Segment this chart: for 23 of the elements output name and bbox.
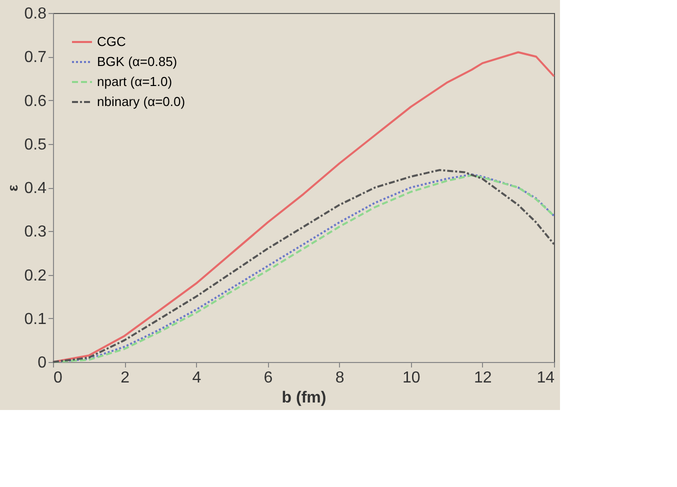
y-tick-label: 0.7 xyxy=(24,49,47,66)
x-tick-label: 10 xyxy=(402,370,420,386)
x-tick-label: 8 xyxy=(335,370,344,386)
legend-label: BGK (α=0.85) xyxy=(97,54,178,69)
legend-label: CGC xyxy=(97,34,126,49)
y-tick-label: 0.2 xyxy=(24,267,47,284)
x-axis-title: b (fm) xyxy=(282,390,326,406)
legend-label: nbinary (α=0.0) xyxy=(97,94,186,109)
y-tick-label: 0.5 xyxy=(24,136,47,154)
x-tick-label: 4 xyxy=(192,370,202,386)
y-tick-label: 0.4 xyxy=(24,180,47,197)
x-tick-label: 2 xyxy=(120,370,130,386)
legend-label: npart (α=1.0) xyxy=(97,74,172,89)
x-tick-label: 0 xyxy=(54,370,62,386)
x-tick-label: 12 xyxy=(474,370,492,386)
y-tick-label: 0.3 xyxy=(24,224,47,241)
x-tick-label: 14 xyxy=(536,370,555,386)
y-tick-label: 0.6 xyxy=(24,92,47,110)
y-tick-label: 0 xyxy=(38,354,47,372)
y-axis-title: ε xyxy=(4,184,20,192)
x-tick-label: 6 xyxy=(264,370,273,386)
y-tick-label: 0.8 xyxy=(24,6,47,22)
y-tick-label: 0.1 xyxy=(24,310,47,328)
